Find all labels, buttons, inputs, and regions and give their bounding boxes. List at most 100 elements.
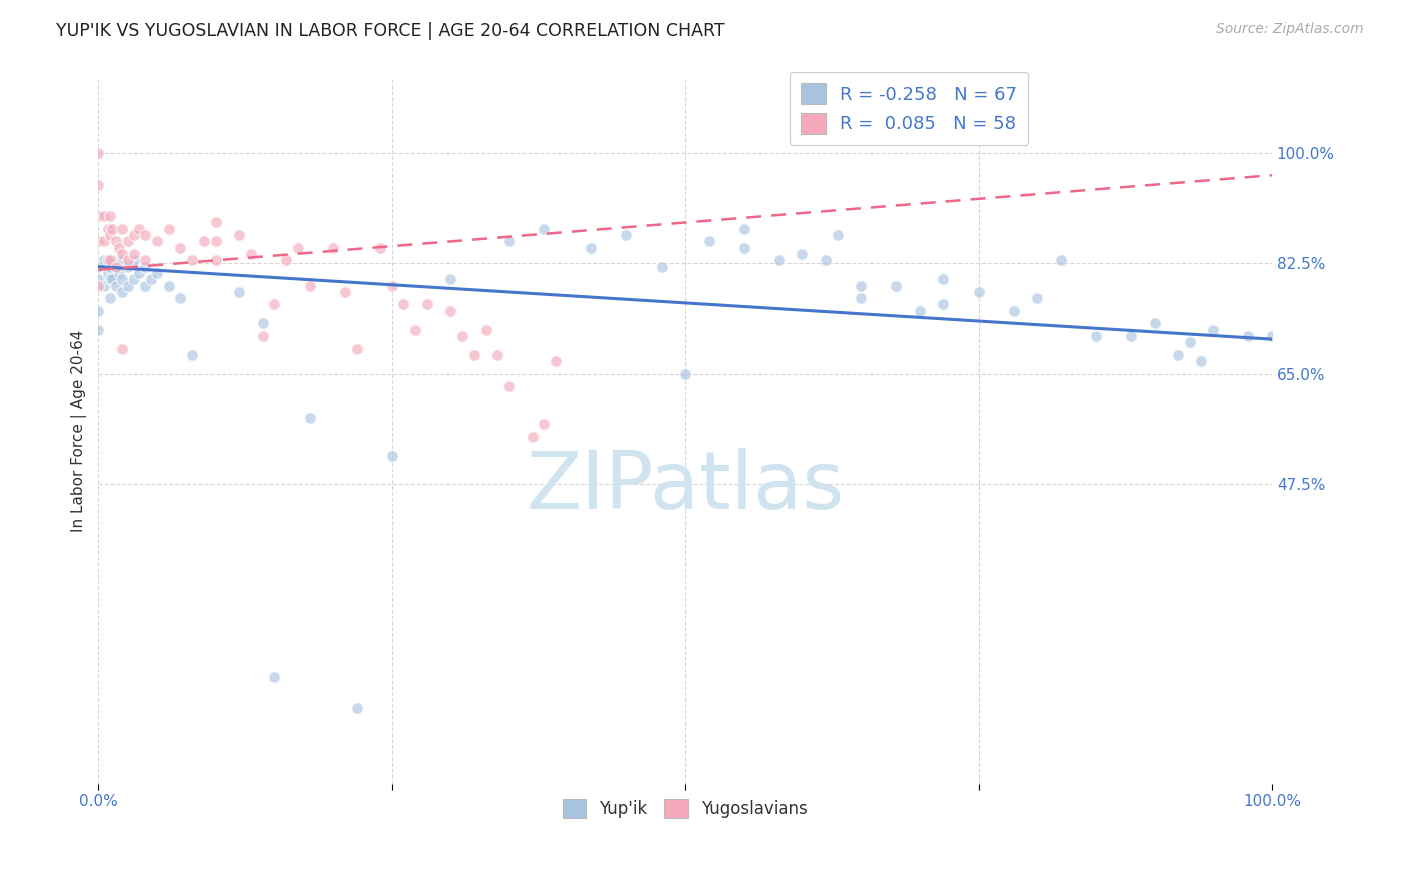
Point bbox=[346, 342, 368, 356]
Point bbox=[204, 253, 226, 268]
Point bbox=[93, 253, 115, 268]
Point bbox=[792, 247, 814, 261]
Point bbox=[967, 285, 990, 299]
Point bbox=[733, 241, 755, 255]
Point bbox=[111, 247, 134, 261]
Point bbox=[108, 266, 131, 280]
Point bbox=[122, 228, 145, 243]
Point bbox=[93, 209, 115, 223]
Point bbox=[169, 291, 191, 305]
Point bbox=[134, 278, 156, 293]
Point bbox=[368, 241, 391, 255]
Point bbox=[1049, 253, 1071, 268]
Point bbox=[104, 278, 127, 293]
Point bbox=[101, 253, 124, 268]
Point bbox=[111, 221, 134, 235]
Point bbox=[98, 209, 121, 223]
Point bbox=[101, 221, 124, 235]
Point bbox=[1084, 329, 1107, 343]
Point bbox=[98, 272, 121, 286]
Point bbox=[181, 253, 204, 268]
Point bbox=[673, 367, 696, 381]
Point bbox=[134, 253, 156, 268]
Point bbox=[533, 417, 555, 432]
Point bbox=[98, 253, 121, 268]
Point bbox=[451, 329, 474, 343]
Point bbox=[533, 221, 555, 235]
Point bbox=[439, 303, 461, 318]
Point bbox=[849, 291, 872, 305]
Point bbox=[1178, 335, 1201, 350]
Text: Source: ZipAtlas.com: Source: ZipAtlas.com bbox=[1216, 22, 1364, 37]
Point bbox=[849, 278, 872, 293]
Point bbox=[87, 235, 110, 249]
Point bbox=[932, 272, 955, 286]
Point bbox=[117, 278, 139, 293]
Point bbox=[117, 235, 139, 249]
Point bbox=[193, 235, 215, 249]
Point bbox=[1261, 329, 1284, 343]
Point bbox=[87, 178, 110, 192]
Point bbox=[117, 253, 139, 268]
Point bbox=[814, 253, 837, 268]
Point bbox=[87, 209, 110, 223]
Point bbox=[498, 379, 520, 393]
Point bbox=[87, 260, 110, 274]
Point bbox=[146, 235, 169, 249]
Point bbox=[111, 272, 134, 286]
Point bbox=[122, 272, 145, 286]
Point bbox=[616, 228, 638, 243]
Point bbox=[117, 260, 139, 274]
Point bbox=[1026, 291, 1049, 305]
Point bbox=[1237, 329, 1260, 343]
Point bbox=[134, 260, 156, 274]
Point bbox=[886, 278, 908, 293]
Point bbox=[87, 303, 110, 318]
Y-axis label: In Labor Force | Age 20-64: In Labor Force | Age 20-64 bbox=[72, 329, 87, 532]
Point bbox=[486, 348, 509, 362]
Point bbox=[87, 323, 110, 337]
Legend: Yup'ik, Yugoslavians: Yup'ik, Yugoslavians bbox=[555, 792, 814, 825]
Point bbox=[181, 348, 204, 362]
Point bbox=[333, 285, 356, 299]
Point bbox=[93, 278, 115, 293]
Point bbox=[98, 291, 121, 305]
Point bbox=[498, 235, 520, 249]
Point bbox=[204, 235, 226, 249]
Point bbox=[128, 221, 150, 235]
Point bbox=[298, 411, 321, 425]
Point bbox=[1191, 354, 1213, 368]
Point bbox=[157, 221, 180, 235]
Point bbox=[287, 241, 309, 255]
Point bbox=[392, 297, 415, 311]
Point bbox=[463, 348, 485, 362]
Point bbox=[322, 241, 344, 255]
Point bbox=[108, 241, 131, 255]
Point bbox=[228, 285, 250, 299]
Point bbox=[697, 235, 720, 249]
Point bbox=[122, 253, 145, 268]
Text: ZIPatlas: ZIPatlas bbox=[526, 448, 844, 526]
Point bbox=[111, 285, 134, 299]
Point bbox=[404, 323, 426, 337]
Point bbox=[169, 241, 191, 255]
Point bbox=[581, 241, 603, 255]
Point bbox=[908, 303, 931, 318]
Point bbox=[93, 235, 115, 249]
Point bbox=[381, 278, 404, 293]
Point bbox=[128, 266, 150, 280]
Point bbox=[263, 669, 285, 683]
Point bbox=[1143, 317, 1166, 331]
Point bbox=[298, 278, 321, 293]
Point bbox=[252, 317, 274, 331]
Point bbox=[97, 266, 120, 280]
Point bbox=[98, 260, 121, 274]
Point bbox=[651, 260, 673, 274]
Point bbox=[544, 354, 567, 368]
Point bbox=[346, 701, 368, 715]
Point bbox=[97, 253, 120, 268]
Point bbox=[1202, 323, 1225, 337]
Point bbox=[104, 260, 127, 274]
Point bbox=[228, 228, 250, 243]
Point bbox=[87, 278, 110, 293]
